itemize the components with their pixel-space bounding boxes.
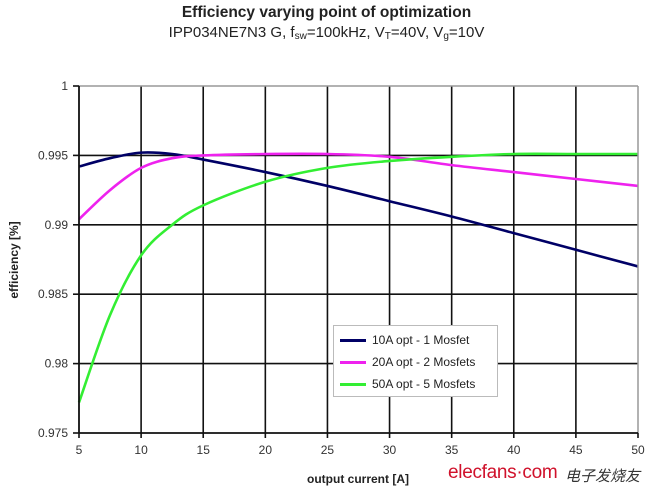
y-tick-label: 0.98 [45,357,69,371]
subtitle-vg-sub: g [443,31,449,42]
legend-label: 50A opt - 5 Mosfets [372,377,476,391]
legend-item: 50A opt - 5 Mosfets [340,375,475,393]
subtitle-fsw-sub: sw [294,31,307,42]
x-tick-label: 5 [76,443,83,457]
subtitle-part: IPP034NE7N3 G, f [168,24,295,41]
tick-labels: 5 10 15 20 25 30 35 40 45 50 0.975 0.98 0.985 0.99 0.9… [38,79,645,457]
x-tick-label: 20 [259,443,273,457]
x-tick-label: 45 [569,443,583,457]
axes [73,85,639,438]
x-tick-label: 40 [507,443,521,457]
legend-swatch [340,382,366,386]
subtitle-vt-val: =40V, V [390,24,444,41]
x-axis-title: output current [A] [307,472,409,486]
y-tick-label: 0.995 [38,148,68,162]
y-tick-label: 1 [61,79,68,93]
x-tick-label: 30 [383,443,397,457]
y-tick-label: 0.975 [38,426,68,440]
chart-subtitle: IPP034NE7N3 G, fsw=100kHz, VT=40V, Vg=10… [0,24,653,42]
series-line-3 [77,152,638,403]
chart-title: Efficiency varying point of optimization [181,4,472,21]
x-tick-label: 50 [631,443,645,457]
grid [79,86,638,433]
legend-label: 20A opt - 2 Mosfets [372,355,476,369]
x-tick-label: 35 [445,443,459,457]
subtitle-vt-sub: T [384,31,391,42]
y-tick-label: 0.985 [38,287,68,301]
legend-swatch [340,338,366,342]
legend-label: 10A opt - 1 Mosfet [372,333,470,347]
series-line-2 [78,152,639,221]
x-tick-label: 10 [134,443,148,457]
series-line-1 [78,151,639,268]
legend-item: 20A opt - 2 Mosfets [340,353,475,371]
watermark-cn: 电子发烧友 [565,467,641,485]
subtitle-vg-val: =10V [448,24,485,41]
x-tick-label: 15 [197,443,211,457]
legend-swatch [340,360,366,364]
series-group [77,151,639,403]
legend-item: 10A opt - 1 Mosfet [340,331,469,349]
y-axis-title: efficiency [%] [7,221,21,298]
x-tick-label: 25 [321,443,335,457]
y-tick-label: 0.99 [45,218,69,232]
watermark-site: elecfans·com [448,462,558,483]
legend: 10A opt - 1 Mosfet 20A opt - 2 Mosfets 5… [333,325,498,397]
subtitle-fsw-val: =100kHz, V [306,24,385,41]
